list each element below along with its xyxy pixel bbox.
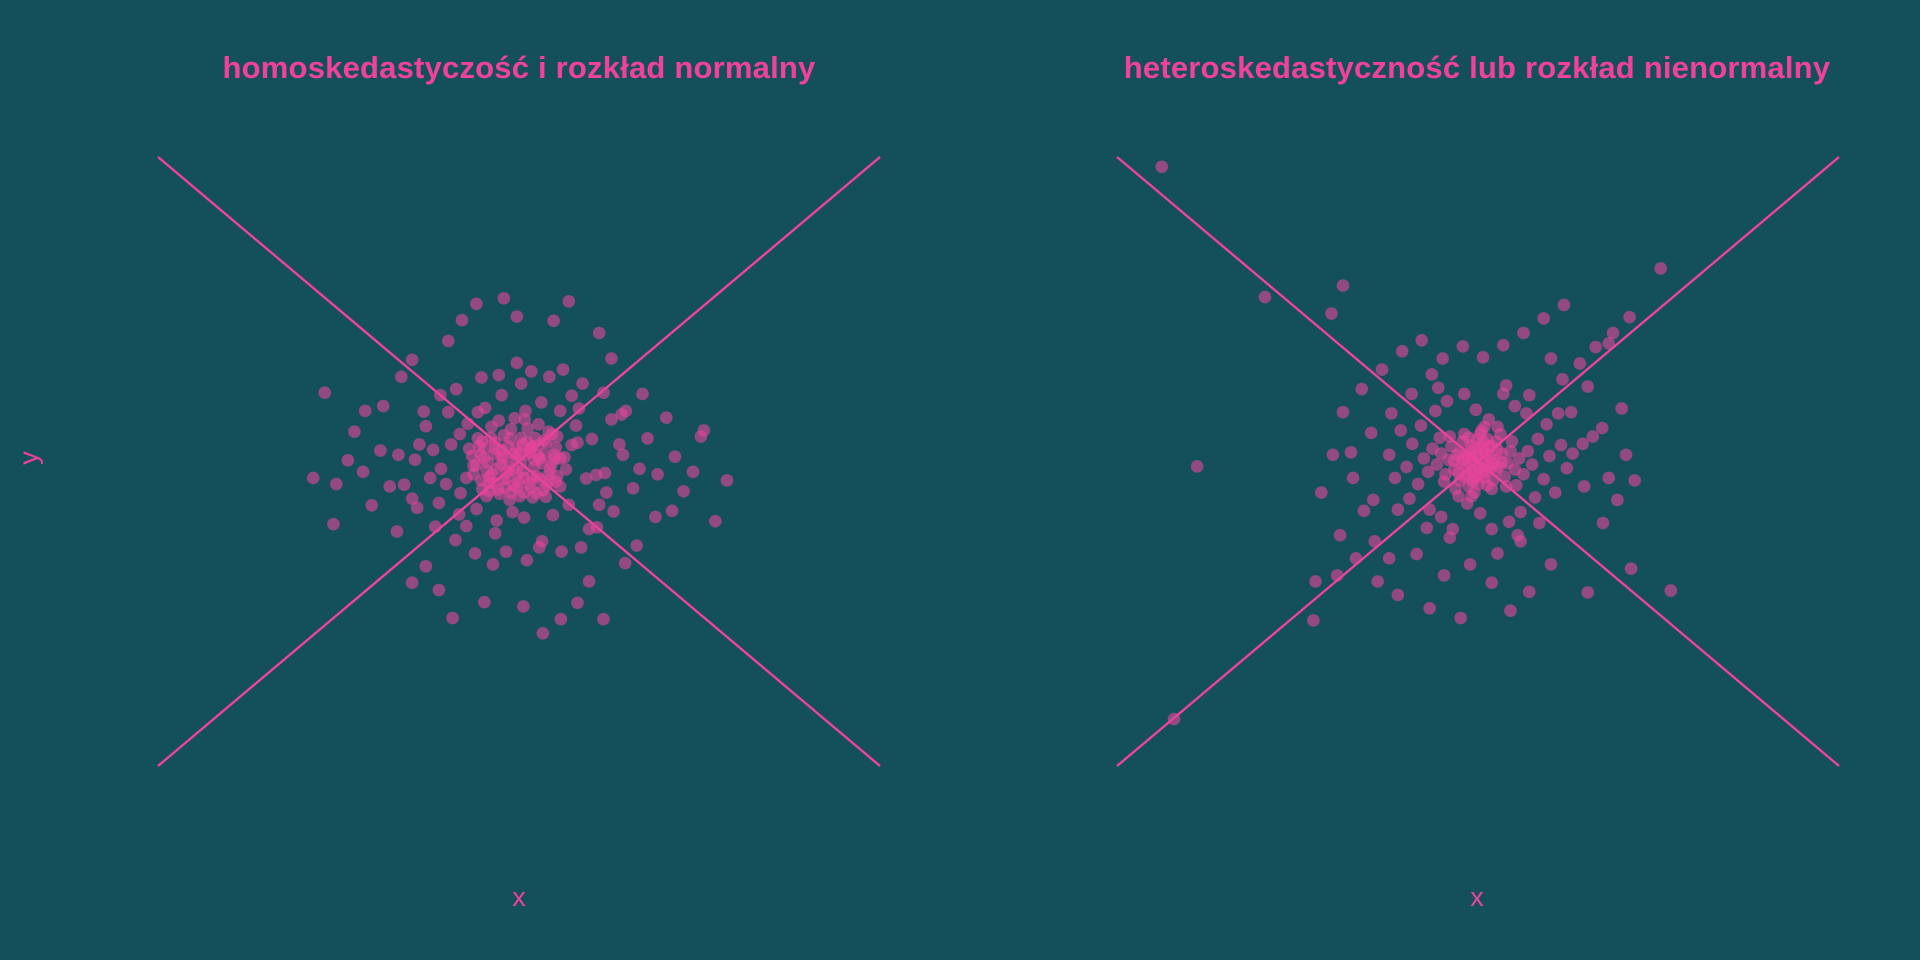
scatter-plot-right — [1116, 156, 1840, 767]
x-axis-label-left: x — [512, 882, 526, 912]
y-axis-label: y — [13, 451, 44, 465]
panel-title-left: homoskedastyczość i rozkład normalny — [222, 50, 816, 85]
scatter-panel-right — [1116, 156, 1840, 767]
panel-title-right: heteroskedastyczność lub rozkład nienorm… — [1123, 50, 1831, 85]
scatter-panel-left — [157, 156, 881, 767]
scatter-plot-left — [157, 156, 881, 767]
x-axis-label-right: x — [1470, 882, 1484, 912]
